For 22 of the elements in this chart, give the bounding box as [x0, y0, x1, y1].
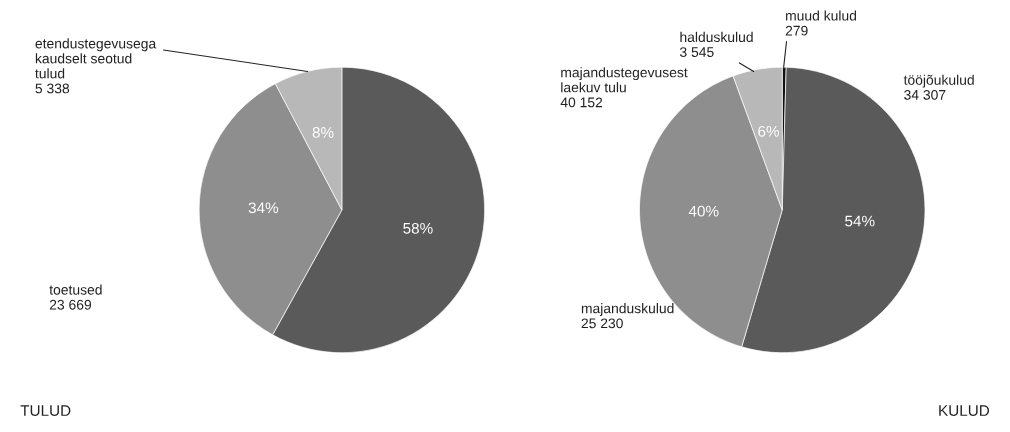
data-label: 279 [785, 25, 808, 36]
data-label: 25 230 [581, 318, 623, 329]
data-label: 34 307 [904, 89, 946, 100]
slice-label: toetused [49, 284, 102, 295]
slice-label: tööjõukulud [903, 74, 974, 88]
text: 58% [403, 222, 433, 234]
text: 8% [312, 127, 334, 138]
data-label: 3 545 [679, 47, 714, 57]
text: 34% [248, 202, 279, 214]
text: 54% [845, 215, 875, 227]
text: KULUD [939, 405, 990, 417]
slice-label: majandustegevusest laekuv tulu [561, 67, 688, 93]
slice-label: muud kulud [786, 10, 857, 21]
slice-label: halduskulud [680, 31, 753, 43]
text: 6% [758, 125, 780, 137]
slice-label: majanduskulud [581, 303, 674, 317]
slice-label: etendustegevusega kaudselt seotud tulud [35, 38, 157, 79]
data-label: 40 152 [560, 97, 603, 108]
data-label: 5 338 [35, 83, 70, 94]
text: TULUD [20, 405, 71, 417]
text: 40% [688, 205, 719, 217]
data-label: 23 669 [49, 299, 92, 310]
